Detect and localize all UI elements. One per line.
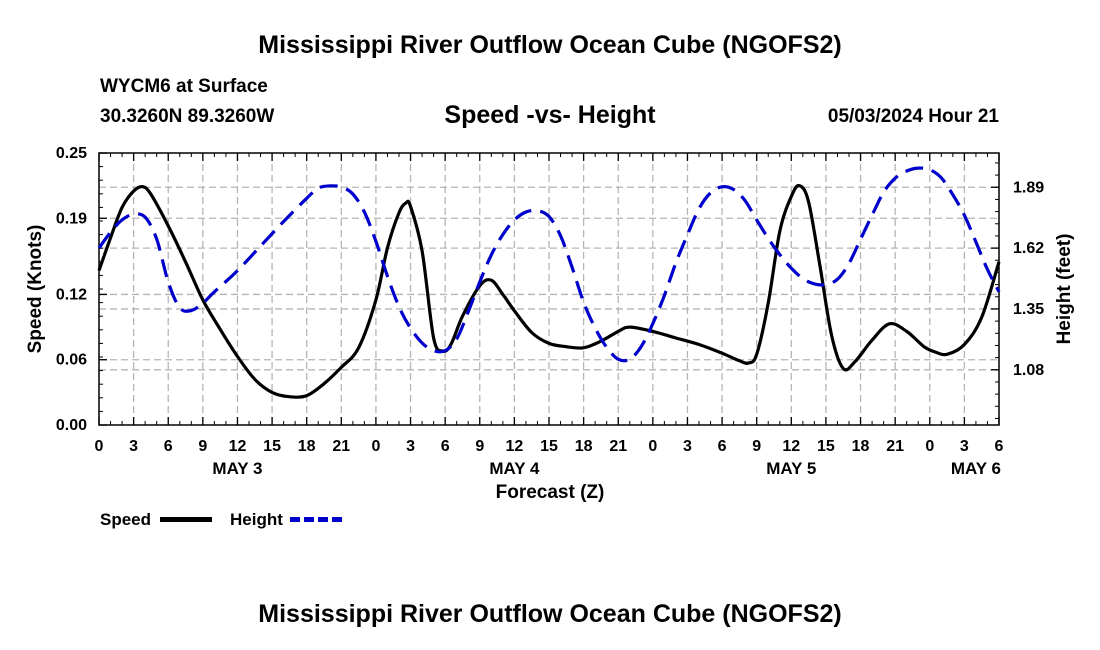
x-tick-label: 3 (683, 438, 692, 455)
x-tick-label: 18 (575, 438, 593, 455)
forecast-datetime: 05/03/2024 Hour 21 (827, 106, 999, 127)
y-right-tick-label: 1.35 (1013, 301, 1044, 318)
legend-height-label: Height (230, 510, 283, 529)
legend-speed-label: Speed (100, 510, 152, 529)
y-left-tick-label: 0.00 (56, 417, 87, 434)
grid-lines (99, 153, 999, 425)
x-tick-label: 15 (817, 438, 835, 455)
legend-height-swatch (290, 517, 342, 522)
footer-title: Mississippi River Outflow Ocean Cube (NG… (258, 600, 842, 628)
tick-labels: 0 3 6 9 12 15 18 21 0 3 6 9 12 15 18 21 0 3 6 9 12 15 18 21 0 3 6 M… (56, 145, 1044, 478)
x-tick-label: 21 (332, 438, 350, 455)
series-lines (97, 166, 1001, 399)
x-tick-label: 0 (371, 438, 380, 455)
y-left-tick-label: 0.06 (56, 352, 87, 369)
y-left-tick-label: 0.12 (56, 286, 87, 303)
x-tick-label: 9 (198, 438, 207, 455)
day-label: MAY 3 (212, 459, 262, 478)
x-tick-label: 21 (609, 438, 627, 455)
x-tick-label: 12 (229, 438, 247, 455)
y-axis-left-label: Speed (Knots) (25, 224, 46, 354)
y-right-tick-label: 1.08 (1013, 362, 1044, 379)
page-title: Mississippi River Outflow Ocean Cube (NG… (258, 31, 842, 59)
x-tick-label: 6 (995, 438, 1004, 455)
x-tick-label: 6 (718, 438, 727, 455)
x-tick-label: 15 (263, 438, 281, 455)
x-tick-label: 12 (505, 438, 523, 455)
x-tick-label: 18 (298, 438, 316, 455)
x-axis-label: Forecast (Z) (495, 482, 605, 503)
chart-subtitle: Speed -vs- Height (444, 101, 656, 129)
y-left-tick-label: 0.25 (56, 145, 87, 162)
y-right-tick-label: 1.89 (1013, 179, 1044, 196)
station-coords: 30.3260N 89.3260W (100, 106, 275, 127)
day-label: MAY 5 (766, 459, 816, 478)
x-tick-label: 0 (925, 438, 934, 455)
axis-ticks (98, 152, 1000, 426)
x-tick-label: 0 (648, 438, 657, 455)
x-tick-label: 18 (852, 438, 870, 455)
x-tick-label: 6 (164, 438, 173, 455)
day-label: MAY 4 (489, 459, 540, 478)
legend-speed-swatch (160, 517, 212, 522)
x-tick-label: 3 (129, 438, 138, 455)
y-left-tick-label: 0.19 (56, 210, 87, 227)
x-tick-label: 21 (886, 438, 904, 455)
x-tick-label: 0 (95, 438, 104, 455)
x-tick-label: 9 (752, 438, 761, 455)
day-label: MAY 6 (951, 459, 1001, 478)
station-label: WYCM6 at Surface (100, 76, 268, 97)
x-tick-label: 3 (960, 438, 969, 455)
series-line-speed (97, 183, 1001, 399)
x-tick-label: 12 (782, 438, 800, 455)
x-tick-label: 9 (475, 438, 484, 455)
x-tick-label: 3 (406, 438, 415, 455)
x-tick-label: 15 (540, 438, 558, 455)
series-line-height (97, 166, 1001, 363)
x-tick-label: 6 (441, 438, 450, 455)
y-right-tick-label: 1.62 (1013, 240, 1044, 257)
y-axis-right-label: Height (feet) (1054, 233, 1075, 345)
